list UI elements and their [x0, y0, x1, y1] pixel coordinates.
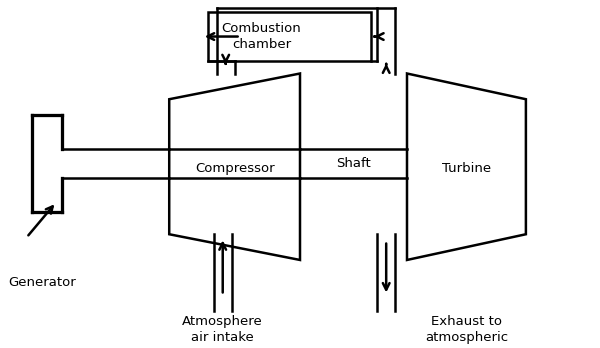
Text: Combustion
chamber: Combustion chamber: [221, 22, 301, 51]
Text: Shaft: Shaft: [336, 157, 371, 170]
Text: Exhaust to
atmospheric: Exhaust to atmospheric: [425, 315, 508, 343]
Text: Atmosphere
air intake: Atmosphere air intake: [182, 315, 263, 343]
Polygon shape: [169, 73, 300, 260]
Bar: [208, 13, 371, 61]
Polygon shape: [407, 73, 526, 260]
Text: Compressor: Compressor: [195, 162, 274, 175]
Text: Turbine: Turbine: [442, 162, 491, 175]
Text: Generator: Generator: [9, 276, 76, 289]
